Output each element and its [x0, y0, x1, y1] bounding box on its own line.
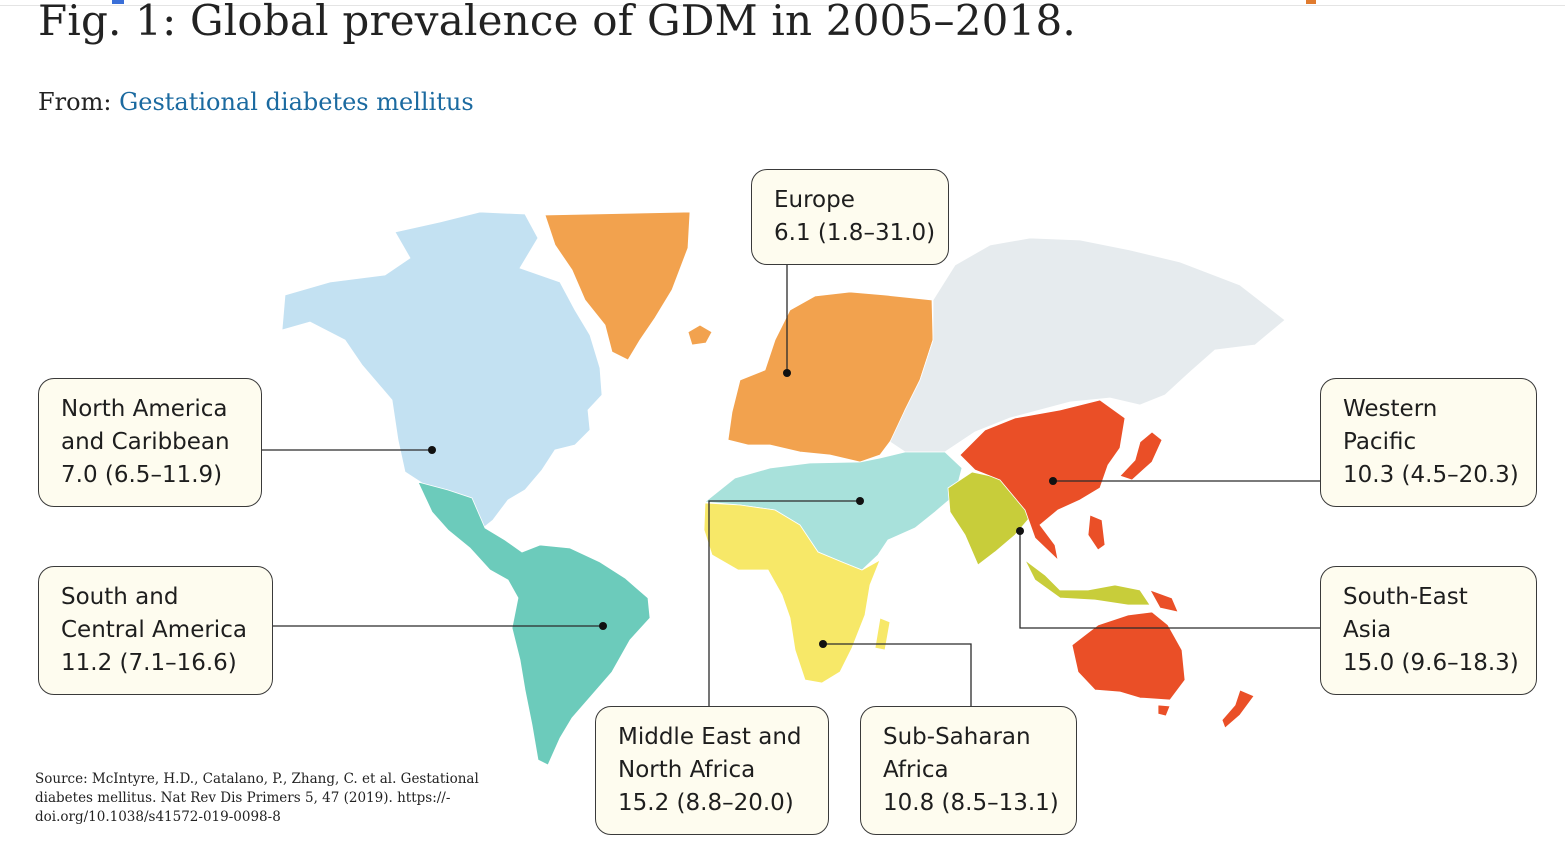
callout-western-pacific: Western Pacific 10.3 (4.5–20.3)	[1320, 378, 1537, 507]
callout-south-east-asia: South-East Asia 15.0 (9.6–18.3)	[1320, 566, 1537, 695]
callout-north-america: North America and Caribbean 7.0 (6.5–11.…	[38, 378, 262, 507]
callout-north-america-value: 7.0 (6.5–11.9)	[61, 462, 223, 488]
callout-middle-east-north-africa-name-2: North Africa	[618, 757, 756, 783]
region-philippines	[1087, 514, 1106, 551]
top-accent-blue	[112, 0, 124, 4]
callout-south-central-america-name-2: Central America	[61, 617, 247, 643]
callout-western-pacific-value: 10.3 (4.5–20.3)	[1343, 462, 1519, 488]
leader-line-middle-east-north-africa	[708, 500, 860, 708]
top-accent-orange	[1306, 0, 1316, 4]
region-russia-central-asia	[889, 237, 1286, 453]
callout-sub-saharan-africa-value: 10.8 (8.5–13.1)	[883, 790, 1059, 816]
marker-north-america	[428, 446, 436, 454]
source-citation: Source: McIntyre, H.D., Catalano, P., Zh…	[35, 771, 479, 825]
callout-western-pacific-name-2: Pacific	[1343, 429, 1417, 455]
region-new-guinea	[1149, 589, 1179, 613]
callout-south-east-asia-name-2: Asia	[1343, 617, 1392, 643]
region-north-america	[281, 211, 603, 529]
callout-sub-saharan-africa-name-1: Sub-Saharan	[883, 724, 1031, 750]
figure-title: Fig. 1: Global prevalence of GDM in 2005…	[38, 0, 1076, 45]
from-line: From: Gestational diabetes mellitus	[38, 88, 474, 116]
marker-europe	[783, 369, 791, 377]
callout-south-central-america: South and Central America 11.2 (7.1–16.6…	[38, 566, 273, 695]
region-australia	[1071, 611, 1186, 701]
marker-sub-saharan-africa	[819, 640, 827, 648]
callout-north-america-name-1: North America	[61, 396, 228, 422]
callout-europe: Europe 6.1 (1.8–31.0)	[751, 169, 949, 265]
leader-line-south-east-asia	[1019, 531, 1320, 629]
region-japan	[1119, 431, 1163, 481]
marker-south-central-america	[599, 622, 607, 630]
callout-sub-saharan-africa-name-2: Africa	[883, 757, 949, 783]
article-link[interactable]: Gestational diabetes mellitus	[119, 88, 474, 116]
region-south-east-asia-islands	[1024, 559, 1151, 606]
callout-sub-saharan-africa: Sub-Saharan Africa 10.8 (8.5–13.1)	[860, 706, 1077, 835]
marker-middle-east-north-africa	[856, 497, 864, 505]
top-divider	[0, 5, 1565, 6]
region-iceland	[687, 324, 713, 346]
leader-line-sub-saharan-africa	[823, 643, 972, 708]
marker-south-east-asia	[1016, 527, 1024, 535]
callout-north-america-name-2: and Caribbean	[61, 429, 230, 455]
region-new-zealand	[1221, 689, 1255, 729]
region-madagascar	[874, 617, 891, 651]
callout-western-pacific-name-1: Western	[1343, 396, 1438, 422]
region-south-central-america	[417, 481, 651, 766]
region-western-pacific	[959, 399, 1126, 562]
callout-middle-east-north-africa-value: 15.2 (8.8–20.0)	[618, 790, 794, 816]
callout-south-east-asia-name-1: South-East	[1343, 584, 1468, 610]
callout-south-central-america-name-1: South and	[61, 584, 179, 610]
callout-middle-east-north-africa: Middle East and North Africa 15.2 (8.8–2…	[595, 706, 829, 835]
from-label: From:	[38, 88, 112, 116]
marker-western-pacific	[1049, 477, 1057, 485]
callout-south-central-america-value: 11.2 (7.1–16.6)	[61, 650, 237, 676]
callout-europe-value: 6.1 (1.8–31.0)	[774, 220, 936, 246]
region-sub-saharan-africa	[703, 502, 881, 684]
callout-south-east-asia-value: 15.0 (9.6–18.3)	[1343, 650, 1519, 676]
region-tasmania	[1157, 704, 1171, 717]
callout-europe-name: Europe	[774, 187, 855, 213]
region-greenland	[544, 211, 691, 361]
callout-middle-east-north-africa-name-1: Middle East and	[618, 724, 802, 750]
